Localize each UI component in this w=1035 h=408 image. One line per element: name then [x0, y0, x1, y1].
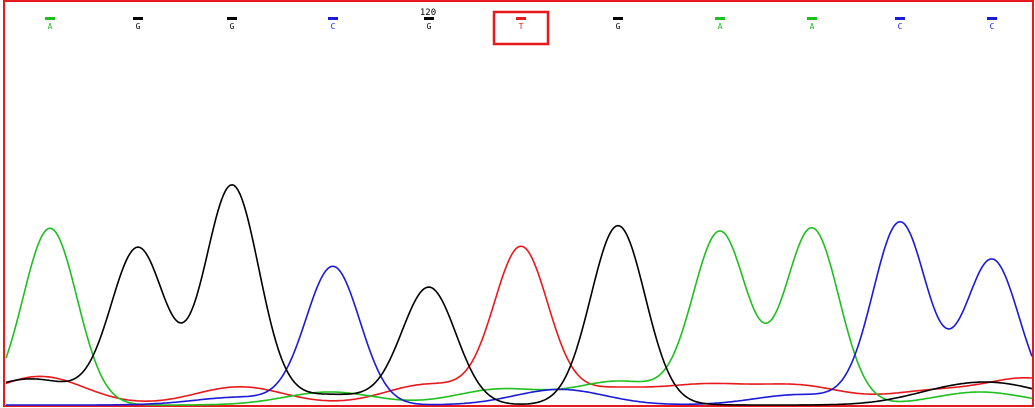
base-call-marker [133, 17, 143, 20]
base-call-label[interactable]: C [898, 22, 903, 31]
trace-lines [5, 183, 1033, 406]
base-call-marker [987, 17, 997, 20]
base-call-marker [45, 17, 55, 20]
base-call-label[interactable]: G [616, 22, 621, 31]
base-call-label[interactable]: A [718, 22, 723, 31]
base-call-label[interactable]: A [48, 22, 53, 31]
trace-G [5, 183, 1033, 406]
base-call-label[interactable]: T [519, 22, 524, 31]
base-call-label[interactable]: G [230, 22, 235, 31]
base-call-marker [516, 17, 526, 20]
base-call-label[interactable]: C [990, 22, 995, 31]
trace-T [5, 245, 1033, 402]
base-call-label[interactable]: C [331, 22, 336, 31]
base-call-marker [895, 17, 905, 20]
position-label: 120 [420, 8, 436, 18]
base-call-marker [227, 17, 237, 20]
trace-A [5, 226, 1033, 406]
base-call-label[interactable]: G [427, 22, 432, 31]
trace-C [6, 220, 1033, 406]
base-call-marker [715, 17, 725, 20]
base-call-label[interactable]: A [810, 22, 815, 31]
base-call-marker [424, 17, 434, 20]
plot-frame [3, 0, 1034, 407]
base-call-marker [613, 17, 623, 20]
base-call-label[interactable]: G [136, 22, 141, 31]
base-call-marker [328, 17, 338, 20]
selected-base-highlight[interactable] [492, 10, 550, 46]
base-call-marker [807, 17, 817, 20]
